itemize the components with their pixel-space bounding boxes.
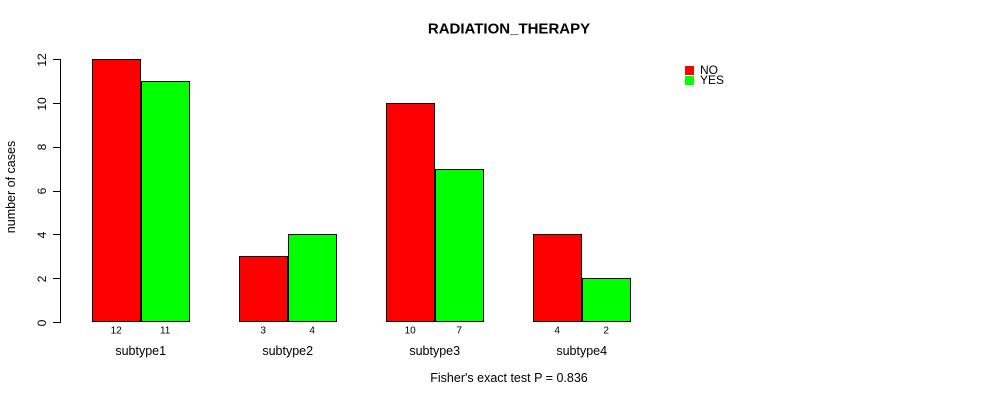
chart-title: RADIATION_THERAPY bbox=[427, 20, 591, 38]
y-tick-label-2: 2 bbox=[35, 275, 49, 283]
bar-value-subtype4-no: 4 bbox=[554, 325, 560, 336]
bar-value-subtype3-yes: 7 bbox=[456, 325, 462, 336]
y-tick-label-4: 4 bbox=[35, 231, 49, 239]
y-tick-6 bbox=[53, 190, 60, 192]
bar-subtype4-no bbox=[532, 234, 582, 322]
fisher-test-annotation: Fisher's exact test P = 0.836 bbox=[430, 371, 588, 385]
legend-item-no: NO bbox=[685, 63, 724, 78]
y-tick-label-0: 0 bbox=[35, 319, 49, 326]
bar-subtype1-yes bbox=[140, 81, 190, 322]
bar-value-subtype4-yes: 2 bbox=[603, 325, 609, 336]
bar-subtype3-yes bbox=[434, 168, 484, 322]
y-tick-label-8: 8 bbox=[35, 143, 49, 151]
y-tick-label-12: 12 bbox=[35, 53, 49, 67]
bar-value-subtype1-yes: 11 bbox=[159, 325, 171, 336]
y-tick-12 bbox=[53, 59, 60, 61]
legend: NO YES bbox=[685, 63, 725, 88]
x-category-label-subtype2: subtype2 bbox=[262, 343, 314, 358]
y-tick-0 bbox=[53, 322, 60, 323]
bar-value-subtype2-yes: 4 bbox=[309, 325, 315, 336]
legend-label-no: NO bbox=[700, 63, 718, 78]
legend-swatch-yes bbox=[685, 75, 694, 85]
bar-subtype2-yes bbox=[287, 234, 337, 322]
y-axis-line bbox=[60, 59, 61, 323]
legend-label-yes: YES bbox=[700, 73, 725, 88]
y-tick-2 bbox=[53, 278, 60, 280]
y-tick-label-6: 6 bbox=[35, 187, 49, 195]
x-category-label-subtype1: subtype1 bbox=[115, 343, 167, 358]
x-category-label-subtype3: subtype3 bbox=[409, 343, 461, 358]
bar-subtype2-no bbox=[238, 256, 288, 322]
y-tick-10 bbox=[53, 103, 60, 104]
x-category-label-subtype4: subtype4 bbox=[556, 343, 608, 358]
y-tick-4 bbox=[53, 234, 60, 236]
bar-subtype1-no bbox=[91, 59, 141, 322]
bar-value-subtype3-no: 10 bbox=[404, 325, 416, 336]
legend-swatch-no bbox=[685, 65, 694, 75]
y-tick-label-10: 10 bbox=[35, 96, 49, 111]
y-tick-8 bbox=[53, 146, 60, 148]
legend-item-yes: YES bbox=[685, 73, 725, 88]
bar-value-subtype1-no: 12 bbox=[110, 325, 122, 336]
bar-value-subtype2-no: 3 bbox=[260, 325, 266, 336]
bar-subtype3-no bbox=[385, 103, 435, 322]
bar-subtype4-yes bbox=[581, 278, 631, 322]
